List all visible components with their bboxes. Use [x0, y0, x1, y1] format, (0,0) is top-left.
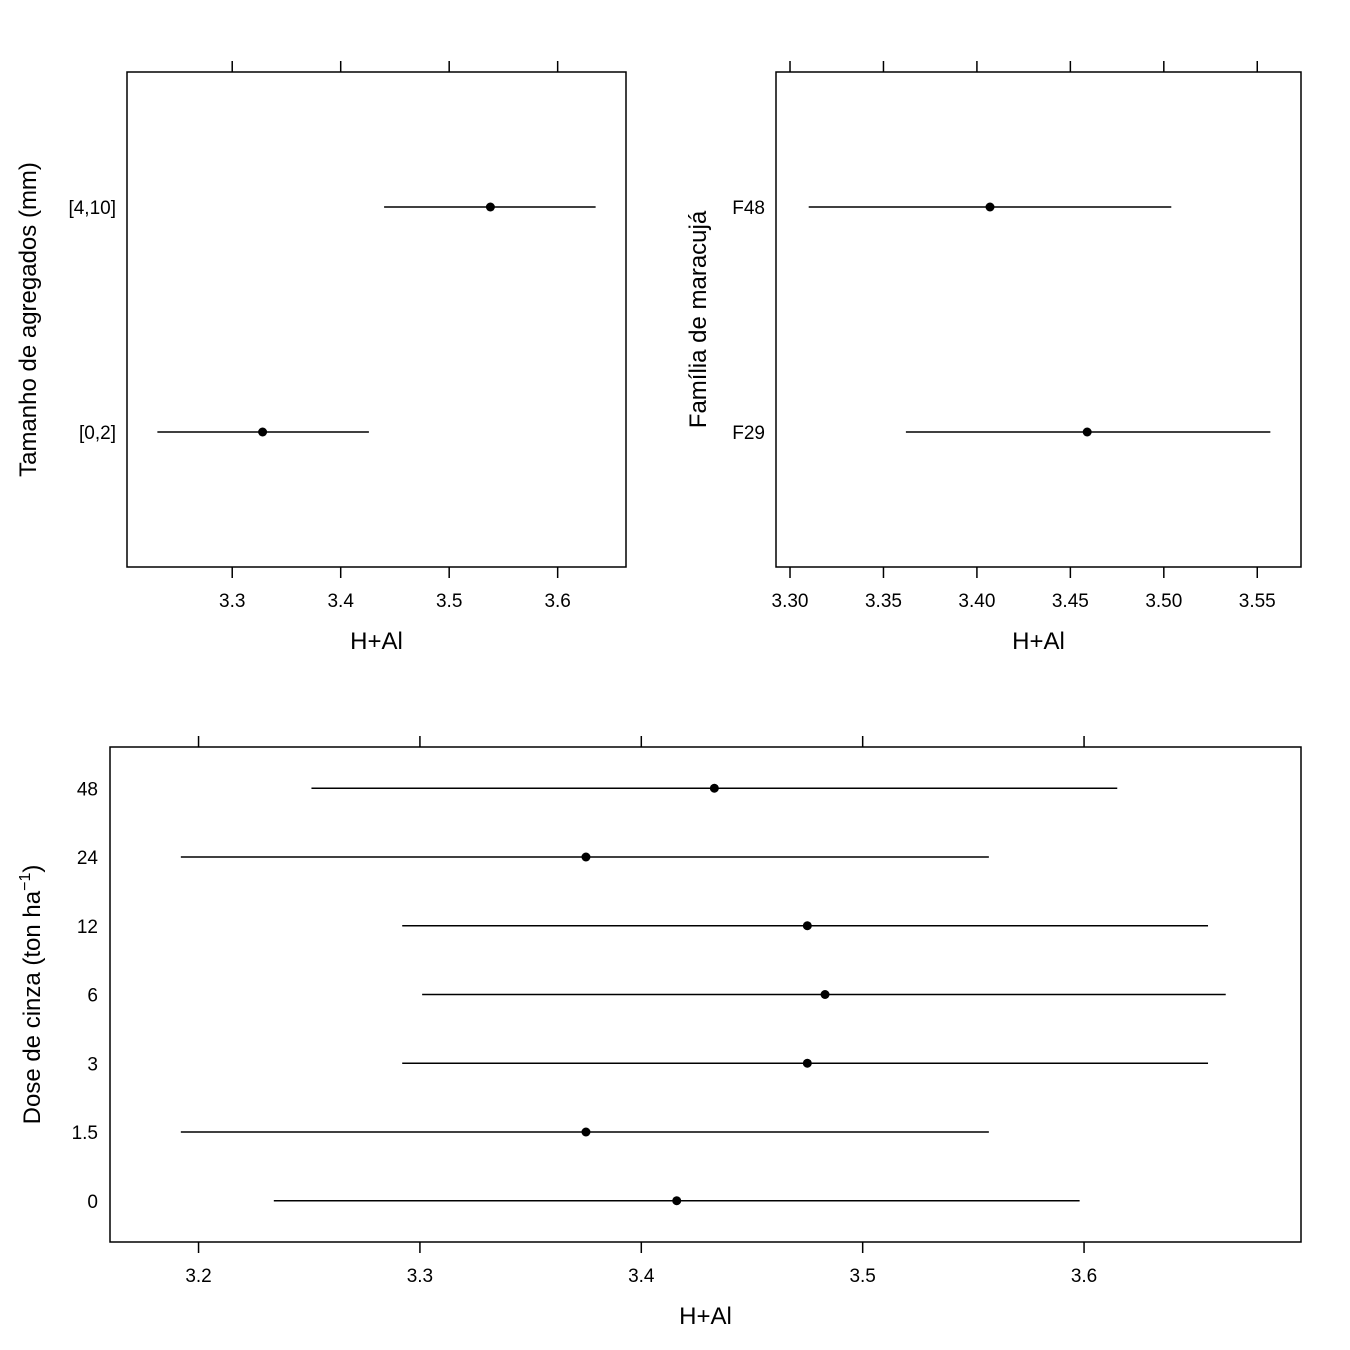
- estimate-point: [581, 852, 591, 862]
- estimate-point: [802, 1058, 812, 1068]
- x-tick-label: 3.6: [1071, 1266, 1097, 1287]
- x-axis-title: H+Al: [679, 1303, 732, 1330]
- estimate-point: [1082, 427, 1092, 437]
- x-tick-label: 3.45: [1052, 591, 1089, 612]
- y-tick-label: 24: [77, 848, 99, 869]
- x-tick-label: 3.50: [1145, 591, 1182, 612]
- estimate-point: [485, 202, 495, 212]
- x-tick-label: 3.55: [1239, 591, 1276, 612]
- y-tick-label: 6: [87, 986, 98, 1007]
- x-tick-label: 3.3: [219, 591, 245, 612]
- y-tick-label: 0: [87, 1192, 98, 1213]
- y-tick-label: [0,2]: [79, 423, 116, 444]
- x-tick-label: 3.5: [849, 1266, 875, 1287]
- x-tick-label: 3.35: [865, 591, 902, 612]
- estimate-point: [802, 921, 812, 931]
- x-tick-label: 3.2: [185, 1266, 211, 1287]
- x-axis-title: H+Al: [1012, 628, 1065, 655]
- estimate-point: [258, 427, 268, 437]
- y-tick-label: 1.5: [72, 1123, 98, 1144]
- panel-aggregate-size: 3.3 3.4 3.5 3.6 [0,2] [4,10] H+Al Tamanho de ag…: [15, 61, 627, 655]
- y-axis-title: Família de maracujá: [685, 210, 712, 428]
- y-axis-title: Tamanho de agregados (mm): [15, 162, 42, 477]
- x-axis-title: H+Al: [350, 628, 403, 655]
- panel-frame: [775, 71, 1302, 568]
- y-tick-label: F29: [732, 423, 765, 444]
- x-tick-label: 3.4: [327, 591, 354, 612]
- x-tick-label: 3.6: [544, 591, 570, 612]
- panel-frame: [126, 71, 627, 568]
- x-tick-label: 3.40: [958, 591, 995, 612]
- estimate-point: [672, 1196, 682, 1206]
- estimate-point: [581, 1127, 591, 1137]
- x-tick-label: 3.30: [772, 591, 809, 612]
- x-tick-label: 3.3: [407, 1266, 433, 1287]
- x-tick-label: 3.5: [436, 591, 462, 612]
- y-axis-title: Dose de cinza (ton ha−1): [17, 865, 46, 1125]
- y-tick-label: F48: [732, 198, 765, 219]
- y-tick-label: 12: [77, 917, 98, 938]
- estimate-point: [820, 990, 830, 999]
- y-tick-label: [4,10]: [68, 198, 116, 219]
- y-tick-label: 48: [77, 779, 98, 800]
- panel-passionfruit-family: 3.30 3.35 3.40 3.45 3.50 3.55 F29 F48 H+Al Famíli…: [685, 61, 1302, 655]
- panel-frame: [109, 746, 1302, 1243]
- x-tick-label: 3.4: [628, 1266, 655, 1287]
- estimate-point: [985, 202, 995, 212]
- estimate-point: [709, 783, 719, 793]
- panel-ash-dose: 3.2 3.3 3.4 3.5 3.6 0 1.5 3 6 12 24 48 H+Al Dose de c…: [17, 736, 1302, 1330]
- y-tick-label: 3: [87, 1054, 98, 1075]
